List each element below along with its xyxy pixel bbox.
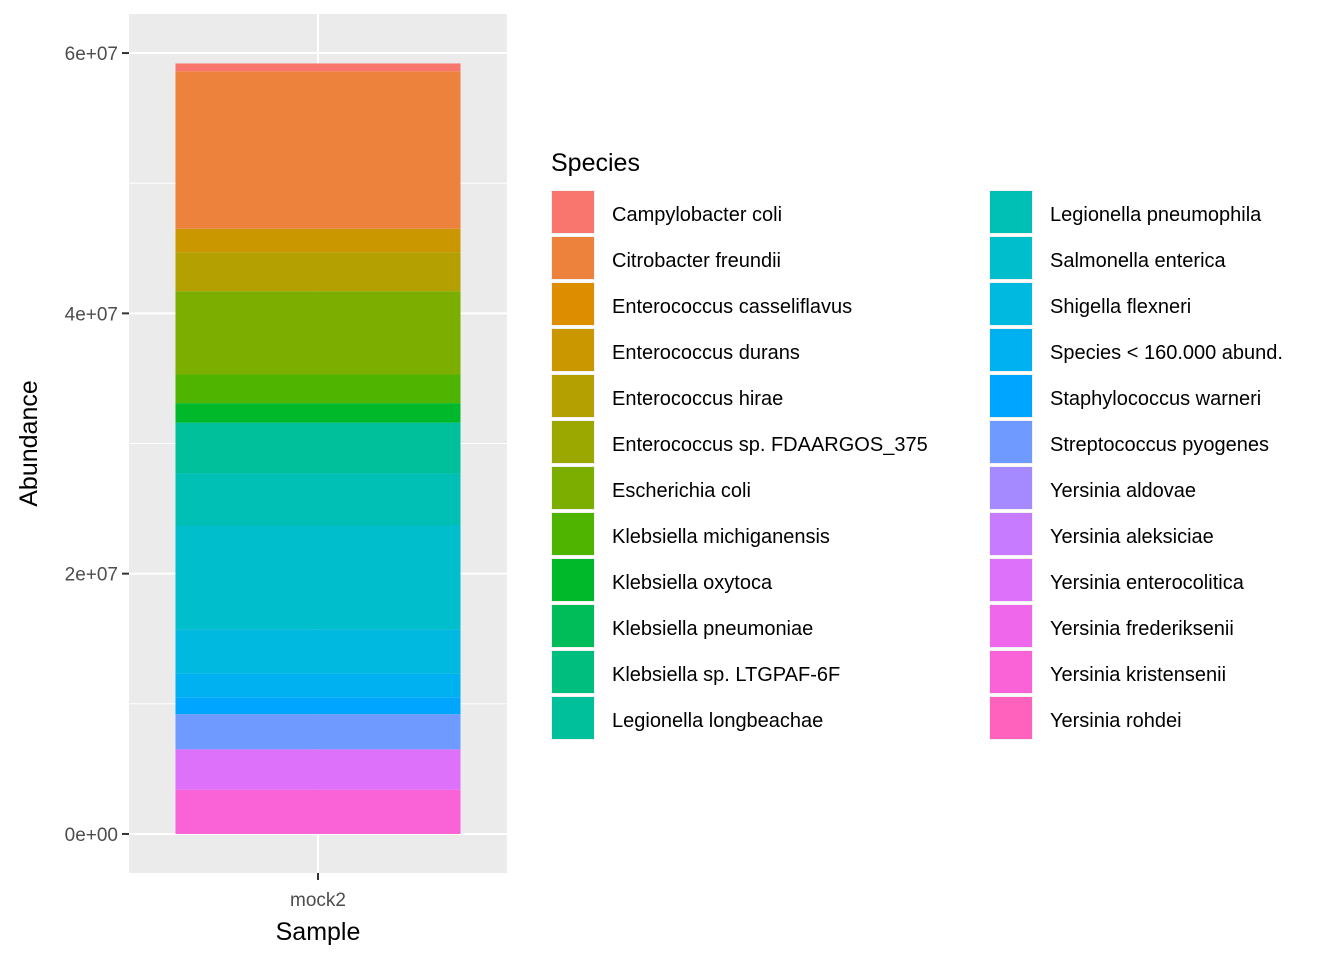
legend: Species Campylobacter coli Citrobacter fre… <box>551 149 1283 740</box>
legend-key-swatch <box>552 513 594 555</box>
bar-segment <box>175 789 461 834</box>
legend-label: Yersinia rohdei <box>1050 710 1182 732</box>
legend-key-swatch <box>990 191 1032 233</box>
legend-key-swatch <box>990 237 1032 279</box>
bar-segment <box>175 697 461 715</box>
legend-label: Streptococcus pyogenes <box>1050 434 1269 456</box>
y-tick-label: 2e+07 <box>65 565 118 586</box>
legend-label: Shigella flexneri <box>1050 296 1191 318</box>
y-tick-label: 0e+00 <box>65 825 118 846</box>
legend-label: Yersinia enterocolitica <box>1050 572 1245 594</box>
legend-key-swatch <box>552 605 594 647</box>
legend-label: Species < 160.000 abund. <box>1050 342 1283 364</box>
legend-label: Enterococcus sp. FDAARGOS_375 <box>612 434 928 456</box>
legend-key-swatch <box>990 467 1032 509</box>
x-tick-label: mock2 <box>290 890 346 911</box>
axes: 0e+00 2e+07 4e+07 6e+07 mock2 Sample Abundance <box>15 44 360 946</box>
legend-key-swatch <box>990 651 1032 693</box>
legend-label: Escherichia coli <box>612 480 751 502</box>
legend-key-swatch <box>552 697 594 739</box>
legend-key-swatch <box>990 513 1032 555</box>
legend-key-swatch <box>990 283 1032 325</box>
legend-key-swatch <box>552 329 594 371</box>
bar-segment <box>175 422 461 474</box>
legend-key-swatch <box>990 559 1032 601</box>
x-axis-title: Sample <box>276 918 361 946</box>
legend-label: Citrobacter freundii <box>612 250 781 272</box>
legend-label: Yersinia aldovae <box>1050 480 1196 502</box>
y-axis-title: Abundance <box>15 380 43 507</box>
legend-key-swatch <box>552 467 594 509</box>
legend-label: Klebsiella pneumoniae <box>612 618 813 640</box>
legend-label: Enterococcus durans <box>612 342 800 364</box>
y-tick-label: 6e+07 <box>65 44 118 65</box>
legend-key-swatch <box>552 191 594 233</box>
legend-label: Salmonella enterica <box>1050 250 1227 272</box>
bar-segment <box>175 473 461 526</box>
bar-segment <box>175 63 461 72</box>
legend-label: Enterococcus casseliflavus <box>612 296 852 318</box>
legend-key-swatch <box>990 605 1032 647</box>
legend-key-swatch <box>990 421 1032 463</box>
legend-label: Enterococcus hirae <box>612 388 783 410</box>
legend-key-swatch <box>990 375 1032 417</box>
y-tick-label: 4e+07 <box>65 304 118 325</box>
bar-segment <box>175 374 461 404</box>
legend-key-swatch <box>552 237 594 279</box>
legend-key-swatch <box>552 375 594 417</box>
bar-segment <box>175 291 461 375</box>
legend-label: Legionella pneumophila <box>1050 204 1262 226</box>
bar-segment <box>175 71 461 229</box>
bar-stack <box>175 63 461 834</box>
legend-key-swatch <box>990 329 1032 371</box>
legend-label: Klebsiella oxytoca <box>612 572 773 594</box>
legend-key-swatch <box>552 651 594 693</box>
legend-title: Species <box>551 149 640 177</box>
bar-segment <box>175 714 461 750</box>
legend-label: Campylobacter coli <box>612 204 782 226</box>
bar-segment <box>175 673 461 698</box>
bar-segment <box>175 228 461 253</box>
legend-key-swatch <box>552 559 594 601</box>
legend-label: Yersinia aleksiciae <box>1050 526 1214 548</box>
legend-label: Klebsiella michiganensis <box>612 526 830 548</box>
legend-label: Yersinia kristensenii <box>1050 664 1226 686</box>
legend-label: Legionella longbeachae <box>612 710 823 732</box>
legend-key-swatch <box>552 421 594 463</box>
bar-segment <box>175 629 461 674</box>
legend-label: Yersinia frederiksenii <box>1050 618 1234 640</box>
legend-key-swatch <box>990 697 1032 739</box>
bar-segment <box>175 252 461 292</box>
legend-label: Klebsiella sp. LTGPAF-6F <box>612 664 840 686</box>
legend-key-swatch <box>552 283 594 325</box>
legend-label: Staphylococcus warneri <box>1050 388 1261 410</box>
bar-segment <box>175 749 461 790</box>
bar-segment <box>175 525 461 630</box>
bar-segment <box>175 403 461 423</box>
